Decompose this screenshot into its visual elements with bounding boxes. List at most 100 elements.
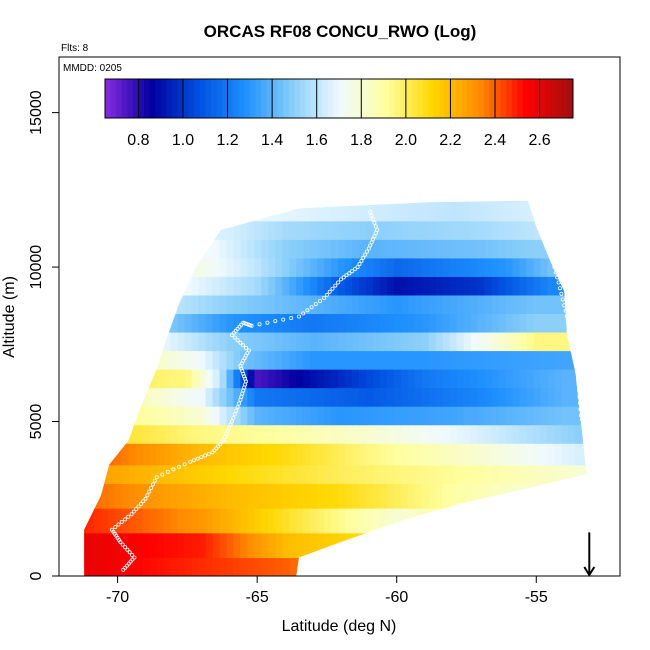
heatmap-cell	[198, 483, 207, 509]
heatmap-cell	[184, 483, 193, 509]
heatmap-cell	[456, 220, 465, 240]
heatmap-cell	[240, 483, 248, 509]
heatmap-cell	[84, 443, 88, 466]
heatmap-cell	[596, 332, 604, 351]
heatmap-cell	[526, 387, 535, 407]
heatmap-cell	[289, 464, 297, 484]
heatmap-cell	[589, 276, 597, 295]
heatmap-cell	[435, 508, 444, 534]
flight-track-point	[559, 291, 564, 296]
heatmap-cell	[512, 508, 521, 534]
heatmap-cell	[456, 200, 465, 222]
heatmap-cell	[547, 532, 556, 559]
colorbar-swatch	[283, 79, 290, 118]
heatmap-cell	[66, 406, 74, 425]
heatmap-cell	[233, 387, 242, 407]
heatmap-cell	[135, 239, 144, 259]
heatmap-cell	[86, 369, 95, 389]
heatmap-cell	[491, 443, 500, 466]
heatmap-cell	[226, 387, 235, 407]
heatmap-cell	[177, 464, 186, 484]
heatmap-cell	[282, 387, 290, 407]
heatmap-cell	[156, 406, 165, 426]
heatmap-cell	[275, 424, 283, 444]
heatmap-cell	[547, 294, 556, 315]
heatmap-cell	[331, 313, 339, 333]
flight-track-point	[372, 220, 377, 225]
heatmap-cell	[575, 464, 583, 484]
heatmap-cell	[470, 350, 479, 370]
heatmap-cell	[226, 406, 235, 426]
heatmap-cell	[505, 424, 514, 444]
heatmap-cell	[498, 443, 507, 466]
heatmap-cell	[86, 294, 95, 315]
heatmap-cell	[93, 443, 102, 466]
heatmap-cell	[442, 313, 451, 333]
heatmap-cell	[435, 257, 444, 277]
heatmap-cell	[519, 387, 528, 407]
heatmap-cell	[407, 239, 416, 259]
heatmap-cell	[463, 464, 472, 484]
heatmap-cell	[156, 294, 165, 315]
heatmap-cell	[421, 313, 430, 333]
heatmap-cell	[177, 483, 186, 509]
heatmap-cell	[428, 239, 437, 259]
heatmap-cell	[84, 387, 88, 407]
heatmap-cell	[114, 483, 123, 509]
heatmap-cell	[400, 557, 409, 576]
heatmap-cell	[366, 220, 374, 240]
heatmap-cell	[582, 508, 587, 534]
heatmap-cell	[596, 239, 604, 258]
heatmap-cell	[617, 276, 625, 295]
heatmap-cell	[582, 294, 587, 315]
heatmap-cell	[212, 369, 221, 389]
heatmap-cell	[512, 220, 521, 240]
heatmap-cell	[66, 350, 74, 369]
heatmap-cell	[317, 557, 325, 576]
heatmap-cell	[540, 483, 549, 509]
heatmap-cell	[491, 424, 500, 444]
heatmap-cell	[526, 483, 535, 509]
heatmap-cell	[303, 313, 311, 333]
heatmap-cell	[170, 532, 179, 559]
heatmap-cell	[86, 313, 95, 333]
heatmap-cell	[233, 239, 242, 259]
heatmap-cell	[456, 331, 465, 352]
heatmap-cell	[400, 443, 409, 466]
colorbar-tick-label: 2.2	[439, 132, 461, 149]
flight-track-point	[578, 400, 583, 405]
heatmap-cell	[73, 332, 81, 351]
heatmap-cell	[435, 331, 444, 352]
heatmap-cell	[568, 483, 576, 509]
y-tick-label: 15000	[28, 90, 45, 135]
heatmap-cell	[317, 443, 325, 466]
heatmap-cell	[317, 406, 325, 426]
heatmap-cell	[366, 350, 374, 370]
heatmap-cell	[421, 557, 430, 576]
heatmap-cell	[407, 369, 416, 389]
heatmap-cell	[317, 239, 325, 259]
heatmap-cell	[331, 200, 339, 222]
heatmap-cell	[100, 350, 109, 370]
heatmap-cell	[156, 443, 165, 466]
heatmap-cell	[331, 508, 339, 534]
heatmap-cell	[505, 387, 514, 407]
heatmap-cell	[233, 369, 242, 389]
heatmap-cell	[296, 331, 304, 352]
colorbar-swatch	[517, 79, 524, 118]
heatmap-cell	[421, 387, 430, 407]
heatmap-cell	[86, 464, 95, 484]
heatmap-cell	[449, 443, 458, 466]
heatmap-cell	[331, 331, 339, 352]
heatmap-cell	[324, 369, 332, 389]
flight-track-point	[243, 345, 248, 350]
heatmap-cell	[540, 313, 549, 333]
heatmap-cell	[212, 406, 221, 426]
heatmap-cell	[86, 483, 95, 509]
heatmap-cell	[359, 532, 367, 559]
flight-track-point	[289, 315, 294, 320]
heatmap-cell	[366, 387, 374, 407]
heatmap-cell	[442, 424, 451, 444]
heatmap-cell	[254, 369, 262, 389]
heatmap-cell	[617, 332, 625, 351]
